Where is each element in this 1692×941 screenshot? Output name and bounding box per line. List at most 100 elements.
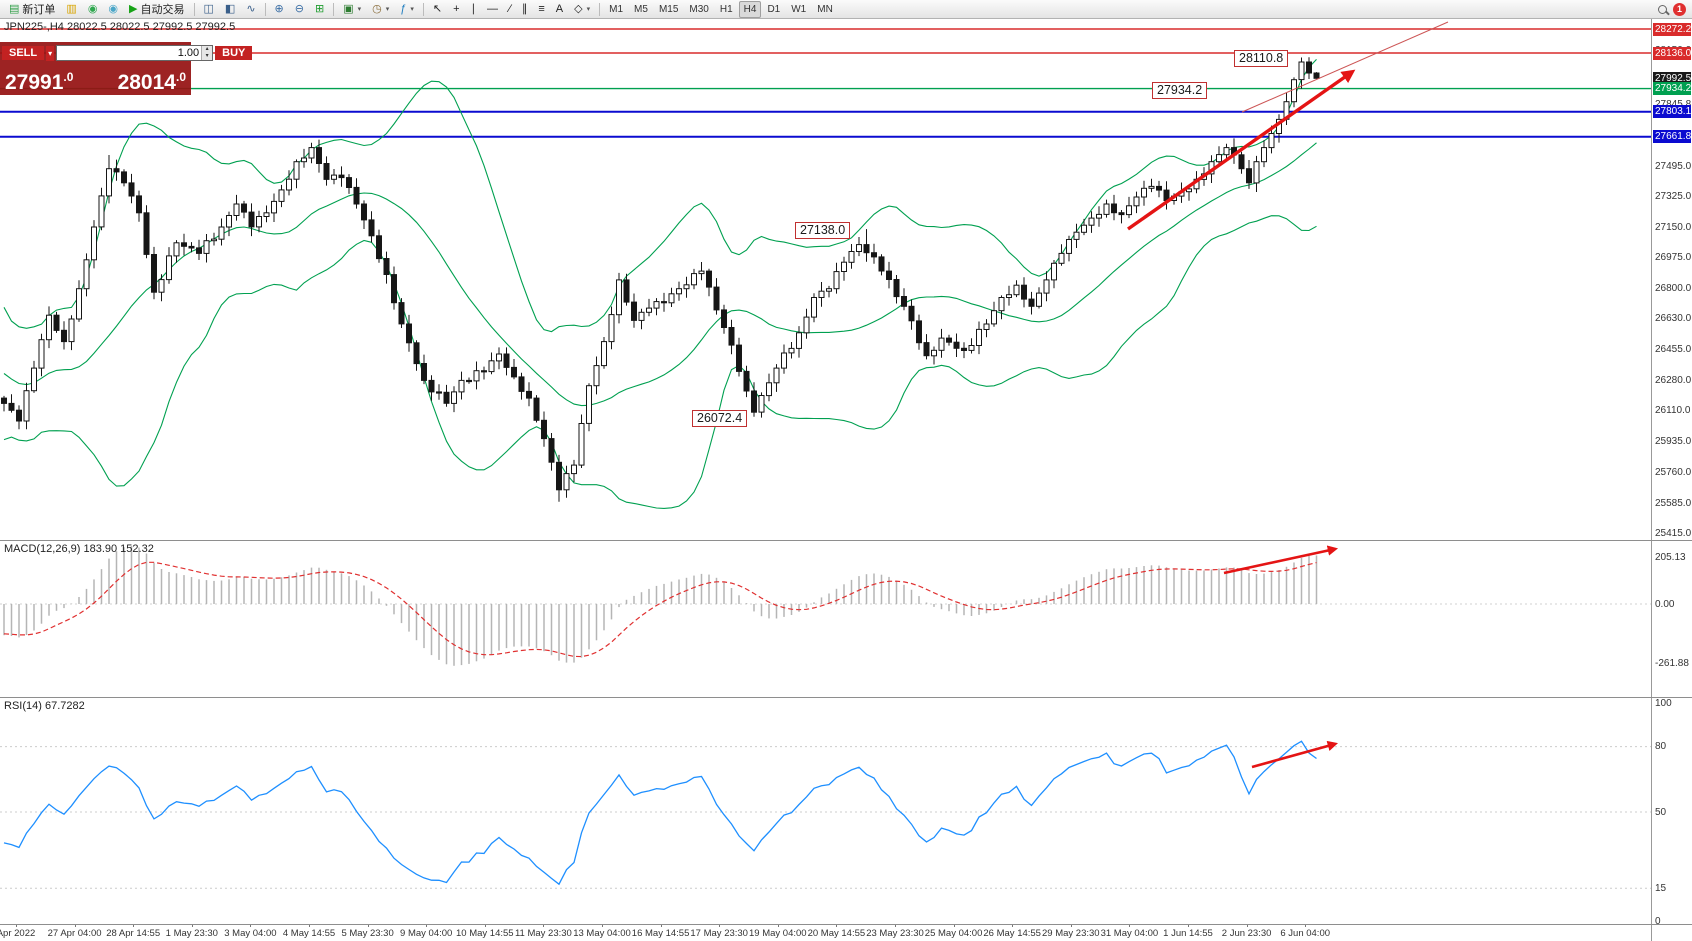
trendline-tool-button[interactable]: ∕	[504, 1, 516, 18]
timeframe-d1-button[interactable]: D1	[762, 1, 785, 18]
rsi-axis-tick: 15	[1655, 882, 1667, 894]
timeframe-w1-button[interactable]: W1	[786, 1, 811, 18]
trade-panel-price-row: 27991.0 28014.0	[0, 62, 191, 96]
horizontal-line-tool-button[interactable]: ―	[482, 1, 503, 18]
time-axis-label: 2 Jun 23:30	[1221, 928, 1272, 939]
timeframe-m5-button[interactable]: M5	[629, 1, 653, 18]
price-line-label: 27992.5	[1653, 71, 1692, 85]
volume-preset-dropdown[interactable]: ▾	[46, 45, 55, 61]
price-callout[interactable]: 27934.2	[1152, 82, 1208, 99]
vertical-line-tool-button[interactable]: ∣	[466, 1, 482, 18]
time-axis-tick	[74, 924, 76, 927]
arrows-tool-button[interactable]: ◇ ▾	[569, 1, 595, 18]
alerts-icon[interactable]: ◉	[103, 1, 123, 18]
text-tool-button[interactable]: A	[551, 1, 568, 18]
price-axis-tick: 26630.0	[1655, 313, 1692, 325]
auto-trading-button[interactable]: ▶ 自动交易	[124, 1, 189, 18]
time-axis-tick	[367, 924, 369, 927]
channel-tool-button[interactable]: ∥	[517, 1, 533, 18]
timeframe-h4-button[interactable]: H4	[738, 0, 762, 18]
pane-divider[interactable]	[0, 540, 1692, 541]
price-callout[interactable]: 26072.4	[692, 410, 748, 427]
price-callout[interactable]: 28110.8	[1234, 50, 1289, 67]
price-axis-tick: 27845.8	[1655, 98, 1692, 110]
line-chart-type-button[interactable]: ∿	[241, 1, 260, 18]
toolbar: ▤ 新订单 ▥ ◉ ◉ ▶ 自动交易 ◫ ◧ ∿ ⊕ ⊖ ⊞ ▣ ▾ ◷ ▾ ƒ ▾ ↖ + ∣ ― ∕ ∥ ≡ A ◇ ▾ M1 M5 M1…	[0, 0, 1692, 19]
zoom-out-icon: ⊖	[294, 2, 304, 15]
fibonacci-tool-button[interactable]: ≡	[533, 1, 549, 18]
buy-button[interactable]: BUY	[215, 46, 253, 60]
candlestick-type-button[interactable]: ◧	[220, 1, 240, 18]
price-axis-tick: 26800.0	[1655, 283, 1692, 295]
new-chart-button[interactable]: ▣ ▾	[338, 1, 366, 18]
crosshair-tool-icon: +	[453, 2, 460, 15]
trendline-tool-icon: ∕	[509, 2, 511, 15]
volume-input[interactable]	[57, 47, 202, 59]
time-axis-tick	[1188, 924, 1189, 927]
alerts-icon-icon: ◉	[108, 2, 119, 15]
time-axis-label: 10 May 14:55	[456, 928, 514, 939]
fibonacci-tool-icon: ≡	[538, 2, 545, 15]
time-axis-divider	[0, 924, 1692, 925]
sell-price[interactable]: 27991.0	[5, 64, 73, 96]
timeframe-mn-button[interactable]: MN	[812, 1, 838, 18]
time-axis[interactable]: Apr 2022 27 Apr 04:00 28 Apr 14:55 1 May 23…	[0, 924, 1651, 941]
time-axis-label: 11 May 23:30	[514, 928, 572, 939]
horizontal-line-tool-icon: ―	[487, 2, 499, 15]
time-axis-label: 9 May 04:00	[400, 928, 453, 939]
buy-price[interactable]: 28014.0	[118, 64, 186, 96]
volume-down-button[interactable]: ▾	[202, 53, 213, 60]
toolbar-separator	[264, 2, 266, 16]
pane-divider[interactable]	[0, 697, 1692, 698]
timeframe-h1-button[interactable]: H1	[715, 1, 738, 18]
macd-axis-tick: 205.13	[1655, 552, 1686, 564]
dropdown-arrow-icon[interactable]: ▾	[357, 6, 362, 13]
timeframe-d1-button-label: D1	[767, 3, 781, 15]
volume-up-button[interactable]: ▴	[202, 46, 213, 53]
price-callout[interactable]: 27138.0	[795, 222, 851, 239]
scripts-icon[interactable]: ◉	[83, 1, 103, 18]
timeframe-w1-button-label: W1	[791, 3, 807, 15]
price-line-label: 27934.2	[1653, 82, 1692, 96]
profiles-button[interactable]: ◷ ▾	[367, 1, 394, 18]
candlestick-type-icon: ◧	[224, 2, 236, 15]
time-axis-tick	[191, 924, 193, 927]
volume-field: ▴ ▾	[56, 45, 214, 61]
rsi-axis-tick: 80	[1655, 741, 1667, 753]
notification-badge[interactable]: 1	[1673, 2, 1686, 16]
time-axis-tick	[836, 924, 838, 927]
dropdown-arrow-icon[interactable]: ▾	[410, 6, 414, 13]
dropdown-arrow-icon[interactable]: ▾	[586, 6, 591, 13]
crosshair-tool-button[interactable]: +	[448, 1, 464, 18]
time-axis-label: 25 May 04:00	[924, 928, 983, 939]
chart-window-icon[interactable]: ▥	[61, 1, 81, 18]
scripts-icon-icon: ◉	[87, 2, 98, 15]
indicators-button[interactable]: ƒ ▾	[395, 1, 419, 18]
time-axis-label: 17 May 23:30	[690, 928, 748, 939]
price-line-label: 28136.0	[1653, 46, 1692, 60]
toolbar-right: 1	[1658, 2, 1688, 16]
price-axis[interactable]: 28150.027845.827495.027325.027150.026975…	[1651, 19, 1692, 941]
time-axis-label: 6 Jun 04:00	[1280, 928, 1331, 939]
sell-button[interactable]: SELL	[2, 46, 45, 60]
new-order-button[interactable]: ▤ 新订单	[4, 1, 60, 18]
one-click-trading-panel: SELL ▾ ▴ ▾ BUY 27991.0 28014.0	[0, 42, 253, 96]
bar-chart-type-button[interactable]: ◫	[199, 1, 219, 18]
timeframe-m15-button[interactable]: M15	[654, 1, 683, 18]
cursor-tool-button[interactable]: ↖	[428, 1, 447, 18]
price-axis-tick: 26280.0	[1655, 374, 1692, 386]
channel-tool-icon: ∥	[521, 2, 528, 15]
timeframe-m1-button[interactable]: M1	[604, 1, 628, 18]
tile-windows-button[interactable]: ⊞	[310, 1, 329, 18]
zoom-in-button[interactable]: ⊕	[270, 1, 289, 18]
zoom-out-button[interactable]: ⊖	[290, 1, 309, 18]
rsi-axis-tick: 0	[1655, 915, 1661, 927]
vertical-line-tool-icon: ∣	[470, 2, 477, 15]
search-icon[interactable]	[1658, 4, 1667, 14]
macd-axis-tick: 0.00	[1655, 598, 1675, 610]
time-axis-label: 13 May 04:00	[573, 928, 631, 939]
dropdown-arrow-icon[interactable]: ▾	[385, 6, 390, 13]
time-axis-tick	[133, 924, 135, 927]
timeframe-m30-button[interactable]: M30	[684, 1, 713, 18]
